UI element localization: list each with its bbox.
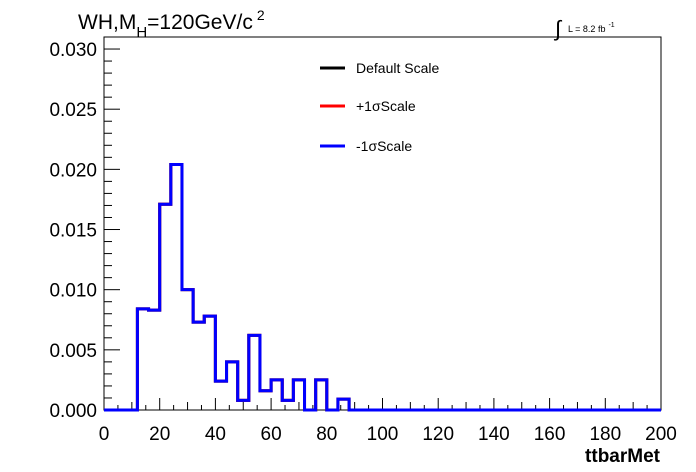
x-tick-label: 120 [422,424,454,445]
x-tick-label: 80 [316,424,337,445]
plot-frame [103,36,662,411]
title-superscript: 2 [257,7,265,23]
legend-entry: -1σScale [356,138,412,154]
y-tick-label: 0.005 [49,341,97,362]
y-tick-label: 0.025 [49,100,97,121]
y-tick-label: 0.015 [49,221,97,242]
x-tick-label: 40 [205,424,226,445]
x-tick-label: 160 [534,424,566,445]
x-tick-label: 180 [589,424,621,445]
chart-title: WH,MH=120GeV/c 2 [78,7,265,41]
x-axis-label: ttbarMet [585,446,661,467]
histogram-line [104,163,661,412]
x-tick-label: 60 [261,424,282,445]
histogram-series [104,163,661,412]
axis-ticks: 0 20 40 60 80 100 120 140 160 180 200 0.000 0.005 0.0… [49,36,677,445]
x-tick-label: 140 [478,424,510,445]
y-tick-label: 0.030 [49,40,97,61]
y-tick-label: 0.010 [49,281,97,302]
legend-entry: +1σScale [356,98,416,114]
x-tick-label: 200 [645,424,677,445]
lumi-label: L = 8.2 fb -1 [568,22,615,34]
legend: Default Scale +1σScale -1σScale [320,60,439,154]
x-tick-label: 100 [367,424,399,445]
x-tick-label: 20 [149,424,170,445]
title-rest: =120GeV/c [147,11,253,34]
histogram-line [104,163,661,412]
lumi-superscript: -1 [608,22,614,29]
legend-entry: Default Scale [356,60,439,76]
title-subscript: H [136,24,147,41]
y-tick-label: 0.020 [49,160,97,181]
histogram-line [104,163,661,412]
integral-sign: ∫ [553,16,563,41]
y-tick-label: 0.000 [49,401,97,422]
x-tick-label: 0 [99,424,110,445]
